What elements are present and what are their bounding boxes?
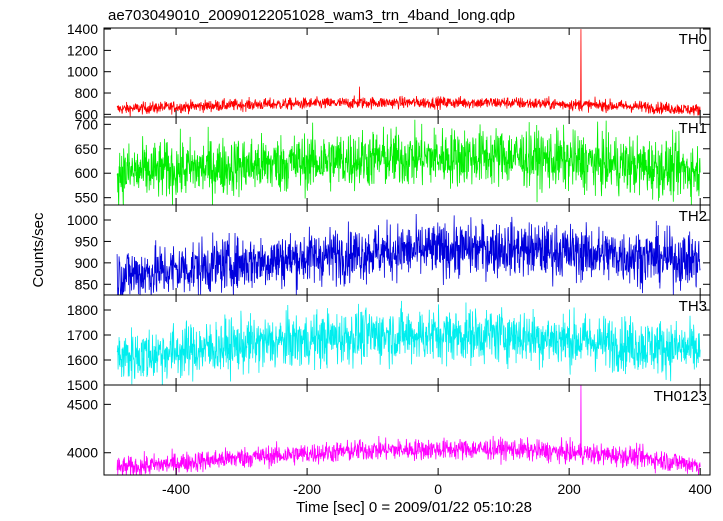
y-tick-label: 600 [75,165,99,181]
chart-title: ae703049010_20090122051028_wam3_trn_4ban… [108,7,515,24]
x-tick-label: -200 [293,481,321,497]
x-axis-label: Time [sec] 0 = 2009/01/22 05:10:28 [296,499,532,516]
series-line-th0123 [116,385,701,475]
y-tick-label: 1000 [67,64,98,80]
y-tick-label: 800 [75,85,99,101]
y-tick-label: 1700 [67,327,98,343]
panel-th0123: 4000 4500 TH0123 [67,384,711,476]
y-tick-label: 4000 [67,445,98,461]
panels-group: 600 800 1000 1200 1400 TH0 550 600 650 700 TH1 850 9… [67,21,712,497]
y-axis-label: Counts/sec [30,212,47,288]
y-tick-label: 600 [75,106,99,122]
y-tick-label: 900 [75,255,99,271]
panel-th0: 600 800 1000 1200 1400 TH0 [67,21,711,122]
y-tick-label: 4500 [67,396,98,412]
y-tick-label: 700 [75,116,99,132]
panel-th2: 850 900 950 1000 TH2 [67,204,711,296]
y-tick-label: 650 [75,141,99,157]
panel-name-th2: TH2 [679,208,707,225]
panel-th3: 1500 1600 1700 1800 TH3 [67,294,711,393]
panel-th1: 550 600 650 700 TH1 [75,116,711,206]
y-tick-label: 1500 [67,377,98,393]
y-tick-label: 1000 [67,212,98,228]
x-tick-label: -400 [162,481,190,497]
x-tick-label: 200 [557,481,581,497]
y-tick-label: 950 [75,233,99,249]
panel-name-th3: TH3 [679,298,707,315]
series-line-th3 [116,300,701,385]
panel-frame [103,384,711,476]
x-tick-label: 0 [434,481,442,497]
y-tick-label: 550 [75,190,99,206]
y-tick-label: 1800 [67,302,98,318]
y-tick-label: 1200 [67,42,98,58]
series-line-th2 [116,213,701,295]
y-tick-label: 850 [75,276,99,292]
y-tick-label: 1600 [67,352,98,368]
panel-name-th0123: TH0123 [654,388,707,405]
y-tick-label: 1400 [67,21,98,37]
panel-name-th0: TH0 [679,31,707,48]
series-line-th1 [116,119,701,205]
series-line-th0 [116,29,701,117]
x-tick-label: 400 [688,481,712,497]
panel-name-th1: TH1 [679,120,707,137]
